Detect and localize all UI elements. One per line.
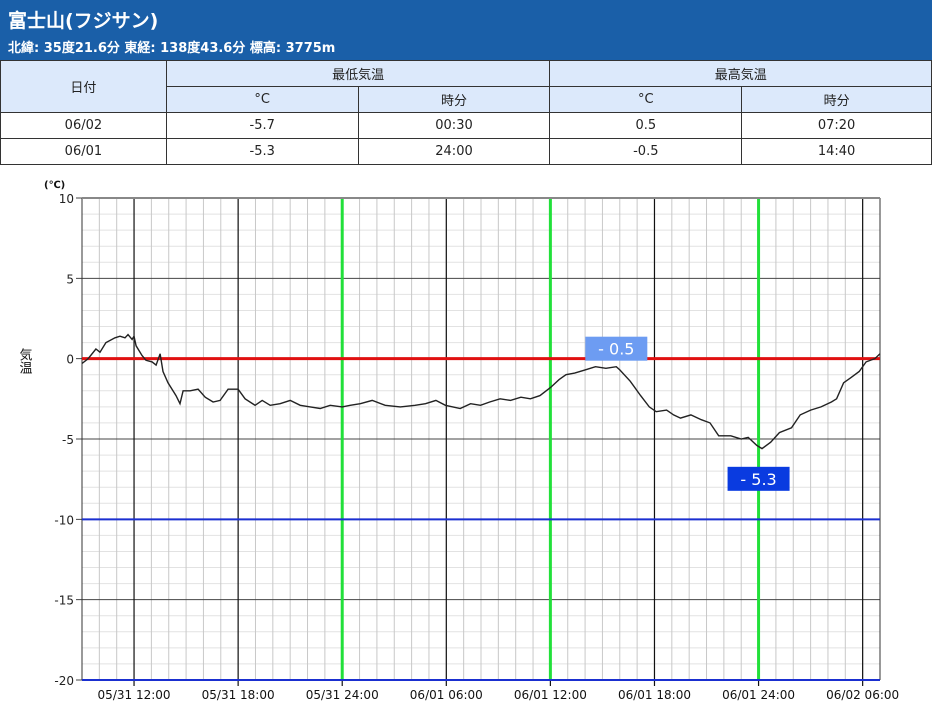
station-coordinates: 北緯: 35度21.6分 東経: 138度43.6分 標高: 3775m [8,41,336,56]
date-cell: 06/01 [0,138,167,165]
max-unit-header: °C [549,86,743,113]
y-axis-label: 気温 [17,347,33,374]
x-tick-label: 06/01 06:00 [410,688,483,702]
y-tick-label: 0 [66,353,74,367]
max-temp-header: 最高気温 [549,60,932,87]
min-unit-header: °C [165,86,359,113]
annotation-box [727,466,790,491]
station-title: 富士山(フジサン) [8,10,159,32]
y-tick-label: -5 [62,433,74,447]
y-tick-label: 10 [59,192,74,206]
x-tick-label: 06/01 24:00 [722,688,795,702]
temperature-summary-table: 日付 最低気温 最高気温 °C 時分 °C 時分 06/02 -5.7 00:3… [0,60,932,165]
annotation-box [585,336,648,361]
x-tick-label: 05/31 18:00 [202,688,275,702]
max-time-cell: 07:20 [741,112,932,139]
min-temp-header: 最低気温 [165,60,551,87]
table-row: 06/01 -5.3 24:00 -0.5 14:40 [0,138,932,165]
x-tick-label: 06/01 12:00 [514,688,587,702]
max-temp-cell: -0.5 [549,138,743,165]
y-tick-label: -20 [54,674,74,688]
x-tick-label: 05/31 24:00 [306,688,379,702]
min-temp-cell: -5.7 [165,112,359,139]
y-unit-label: (℃) [44,180,65,191]
temperature-series-line [81,333,881,450]
x-tick-label: 06/02 06:00 [826,688,899,702]
max-time-cell: 14:40 [741,138,932,165]
station-header: 富士山(フジサン) 北緯: 35度21.6分 東経: 138度43.6分 標高:… [0,0,932,60]
x-tick-label: 05/31 12:00 [98,688,171,702]
min-time-cell: 24:00 [357,138,551,165]
y-tick-label: -15 [54,594,74,608]
x-tick-label: 06/01 18:00 [618,688,691,702]
min-temp-cell: -5.3 [165,138,359,165]
y-tick-label: -10 [54,513,74,527]
annotation-label: - 0.5 [598,340,634,359]
annotation-label: - 5.3 [740,470,776,489]
y-tick-label: 5 [66,272,74,286]
min-time-header: 時分 [357,86,551,113]
